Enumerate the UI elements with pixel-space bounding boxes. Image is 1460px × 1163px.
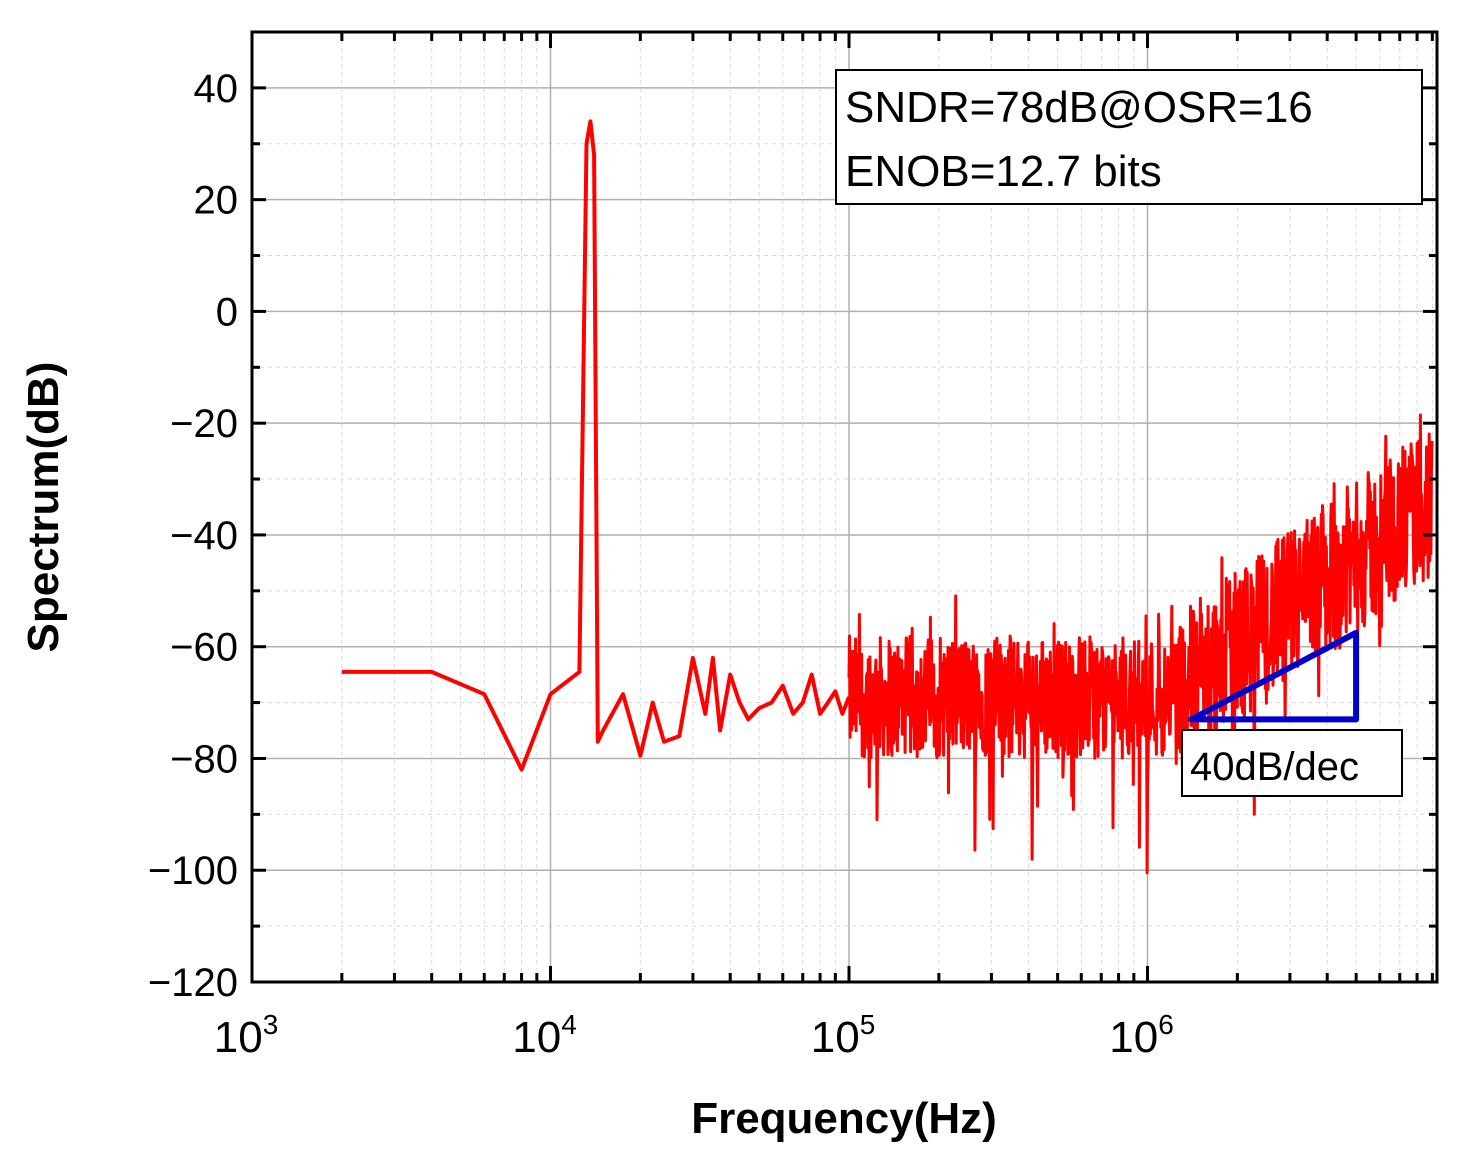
x-axis-title: Frequency(Hz) xyxy=(691,1094,997,1143)
sndr-annotation: SNDR=78dB@OSR=16 xyxy=(845,83,1313,132)
x-tick-label: 106 xyxy=(1109,1009,1174,1062)
y-tick-label: 40 xyxy=(194,67,239,111)
enob-annotation: ENOB=12.7 bits xyxy=(845,147,1162,196)
ticks xyxy=(250,30,1437,984)
plot-frame xyxy=(250,30,1439,984)
y-tick-label: 20 xyxy=(194,179,239,223)
y-tick-label: −20 xyxy=(170,402,238,446)
annotation-box xyxy=(835,69,1423,205)
slope-label-box xyxy=(1181,729,1403,797)
y-axis-title: Spectrum(dB) xyxy=(19,362,68,653)
x-tick-label: 104 xyxy=(512,1009,577,1062)
noise-floor-line xyxy=(847,413,1434,875)
y-tick-label: −120 xyxy=(148,961,238,1005)
y-tick-label: 0 xyxy=(216,290,238,334)
slope-label: 40dB/dec xyxy=(1190,745,1359,789)
series-layer xyxy=(341,119,1434,875)
y-tick-label: −40 xyxy=(170,514,238,558)
x-tick-label: 105 xyxy=(811,1009,876,1062)
y-tick-label: −100 xyxy=(148,849,238,893)
slope-triangle xyxy=(1188,629,1360,723)
x-tick-label: 103 xyxy=(214,1009,279,1062)
y-tick-label: −80 xyxy=(170,737,238,781)
y-tick-label: −60 xyxy=(170,626,238,670)
spectrum-line xyxy=(341,119,851,772)
